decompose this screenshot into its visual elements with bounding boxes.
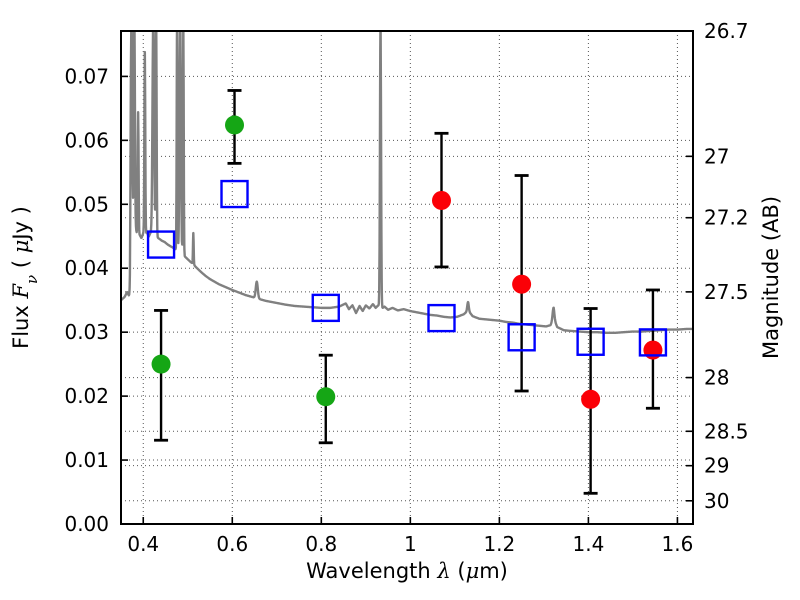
x-tick-label: 1.6 <box>662 532 694 556</box>
y-tick-label-right: 29 <box>704 454 729 478</box>
y-tick-label-right: 28 <box>704 366 729 390</box>
y-tick-label-right: 27.5 <box>704 280 749 304</box>
y-axis-title-right: Magnitude (AB) <box>759 196 783 359</box>
data-point-observed-optical <box>225 115 245 135</box>
y-tick-label-left: 0.06 <box>64 128 109 152</box>
y-tick-label-right: 26.7 <box>704 19 749 43</box>
y-tick-label-right: 27 <box>704 144 729 168</box>
x-tick-label: 0.4 <box>127 532 159 556</box>
model-point-model-photometry <box>220 179 249 209</box>
model-point-model-photometry <box>427 303 456 333</box>
model-point-model-photometry <box>507 323 536 352</box>
data-point-observed-near-ir <box>581 389 601 409</box>
data-point-observed-near-ir <box>512 274 532 294</box>
tick-labels: 0.4 0.6 0.8 1 1.2 1.4 1.6 0.00 0.01 0.02 0.03 0.04 0… <box>64 19 748 556</box>
data-point-observed-near-ir <box>643 340 663 360</box>
y-tick-label-right: 27.2 <box>704 206 749 230</box>
x-tick-label: 0.8 <box>305 532 337 556</box>
y-tick-label-left: 0.01 <box>64 448 109 472</box>
model-point-model-photometry <box>638 328 668 357</box>
x-tick-label: 0.6 <box>216 532 248 556</box>
axes-frame <box>120 30 694 525</box>
model-point-model-photometry <box>311 293 340 323</box>
data-point-observed-near-ir <box>431 190 451 210</box>
model-point-model-photometry <box>146 230 176 259</box>
y-tick-label-left: 0.00 <box>64 512 109 536</box>
model-spectrum-curve <box>121 31 693 335</box>
y-tick-label-left: 0.05 <box>64 192 109 216</box>
x-tick-label: 1.4 <box>572 532 604 556</box>
axis-titles: Wavelength λ (μm) Flux Fν ( μJy ) Magnitud… <box>9 196 783 583</box>
data-markers <box>146 115 668 409</box>
x-tick-label: 1 <box>404 532 417 556</box>
model-point-model-photometry <box>576 327 605 356</box>
y-tick-label-left: 0.03 <box>64 320 109 344</box>
y-axis-title-left: Flux Fν ( μJy ) <box>9 206 41 349</box>
x-axis-title: Wavelength λ (μm) <box>306 559 508 583</box>
y-tick-label-left: 0.04 <box>64 256 109 280</box>
y-tick-label-left: 0.02 <box>64 384 109 408</box>
spectrum-polyline <box>121 31 693 335</box>
y-tick-label-left: 0.07 <box>64 64 109 88</box>
data-point-observed-optical <box>151 354 171 374</box>
data-point-observed-optical <box>316 387 336 407</box>
x-tick-label: 1.2 <box>483 532 515 556</box>
y-tick-label-right: 28.5 <box>704 419 749 443</box>
plot-frame <box>120 30 694 525</box>
y-tick-label-right: 30 <box>704 489 729 513</box>
